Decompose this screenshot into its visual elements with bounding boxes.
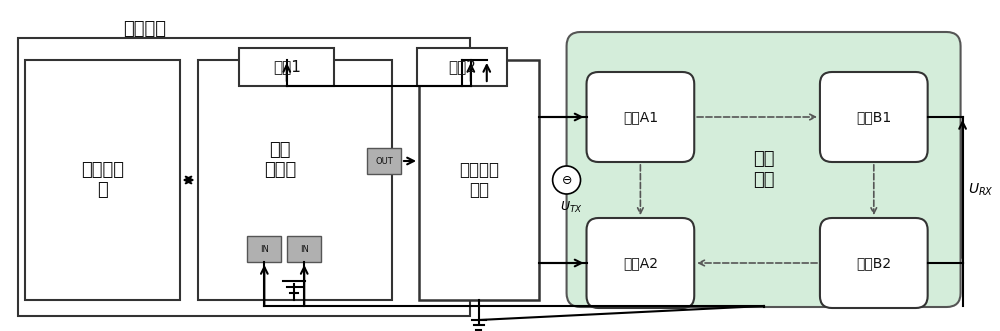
Text: $\ominus$: $\ominus$ — [561, 173, 572, 186]
Bar — [198, 60, 392, 300]
Text: 电极B2: 电极B2 — [856, 256, 891, 270]
Text: $U_{TX}$: $U_{TX}$ — [560, 200, 583, 215]
Bar — [247, 236, 281, 262]
Text: IN: IN — [260, 245, 269, 254]
Bar — [419, 60, 539, 300]
Text: $U_{RX}$: $U_{RX}$ — [968, 182, 993, 198]
Bar — [25, 60, 180, 300]
Text: OUT: OUT — [375, 157, 393, 166]
Bar — [417, 48, 507, 86]
Bar — [18, 38, 470, 316]
Text: 电源1: 电源1 — [273, 60, 301, 74]
Text: IN: IN — [300, 245, 309, 254]
FancyBboxPatch shape — [587, 218, 694, 308]
Bar — [367, 148, 401, 174]
Text: 电源2: 电源2 — [448, 60, 476, 74]
Text: 人体
信道: 人体 信道 — [753, 150, 774, 189]
Text: 虚拟仪器: 虚拟仪器 — [123, 20, 166, 38]
Text: 上位机模
块: 上位机模 块 — [81, 161, 124, 199]
Text: 数据
采集卡: 数据 采集卡 — [264, 141, 296, 179]
FancyBboxPatch shape — [567, 32, 961, 307]
Bar — [239, 48, 334, 86]
Bar — [287, 236, 321, 262]
FancyBboxPatch shape — [820, 218, 928, 308]
FancyBboxPatch shape — [587, 72, 694, 162]
Text: 隔离电路
模块: 隔离电路 模块 — [459, 161, 499, 199]
Circle shape — [553, 166, 581, 194]
FancyBboxPatch shape — [820, 72, 928, 162]
Text: 电极B1: 电极B1 — [856, 110, 891, 124]
Text: 电极A2: 电极A2 — [623, 256, 658, 270]
Text: 电极A1: 电极A1 — [623, 110, 658, 124]
